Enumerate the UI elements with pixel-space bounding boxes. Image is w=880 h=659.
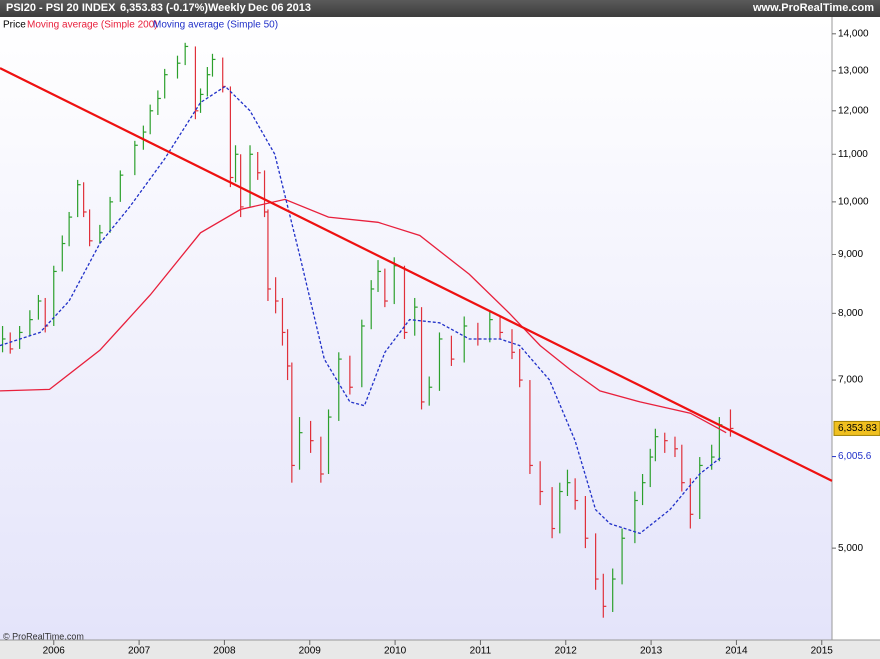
x-axis-panel bbox=[0, 640, 880, 659]
last-price-label: 6,353.83 bbox=[838, 423, 877, 434]
y-tick-label: 7,000 bbox=[838, 375, 863, 386]
x-tick-label: 2008 bbox=[213, 646, 236, 657]
legend-ma200: Moving average (Simple 200) bbox=[27, 20, 158, 31]
x-tick-label: 2010 bbox=[384, 646, 407, 657]
x-tick-label: 2011 bbox=[470, 646, 492, 657]
period: Weekly bbox=[208, 2, 246, 14]
y-tick-label: 13,000 bbox=[838, 65, 869, 76]
chart: Price Moving average (Simple 200) Moving… bbox=[0, 17, 880, 659]
site: www.ProRealTime.com bbox=[752, 2, 874, 14]
x-tick-label: 2012 bbox=[555, 646, 578, 657]
trendline bbox=[0, 67, 833, 482]
y-tick-label: 12,000 bbox=[838, 105, 869, 116]
x-tick-label: 2009 bbox=[299, 646, 322, 657]
legend-price: Price bbox=[3, 20, 26, 31]
x-tick-label: 2013 bbox=[640, 646, 663, 657]
y-tick-label: 9,000 bbox=[838, 249, 863, 260]
header-bar: PSI20 - PSI 20 INDEX 6,353.83 (-0.17%) W… bbox=[0, 0, 880, 17]
quote: 6,353.83 (-0.17%) bbox=[120, 2, 209, 14]
symbol: PSI20 - PSI 20 INDEX bbox=[6, 2, 116, 14]
moving-average-line bbox=[0, 85, 723, 535]
x-tick-label: 2006 bbox=[43, 646, 66, 657]
x-tick-label: 2015 bbox=[811, 646, 834, 657]
plot-background bbox=[0, 17, 832, 640]
y-tick-label: 11,000 bbox=[838, 149, 868, 160]
date: Dec 06 2013 bbox=[248, 2, 311, 14]
y-tick-label: 8,000 bbox=[838, 308, 863, 319]
footer: © ProRealTime.com bbox=[3, 631, 84, 641]
last-price-badge bbox=[833, 420, 880, 436]
legend-ma50: Moving average (Simple 50) bbox=[153, 20, 278, 31]
y-tick-label: 5,000 bbox=[838, 543, 863, 554]
x-tick-label: 2014 bbox=[725, 646, 748, 657]
x-tick-label: 2007 bbox=[128, 646, 151, 657]
y-tick-label: 10,000 bbox=[838, 197, 869, 208]
y-tick-label: 14,000 bbox=[838, 28, 869, 39]
moving-average-line bbox=[0, 198, 727, 434]
y-axis-panel bbox=[832, 17, 880, 640]
last-ma50-label: 6,005.6 bbox=[838, 451, 872, 462]
